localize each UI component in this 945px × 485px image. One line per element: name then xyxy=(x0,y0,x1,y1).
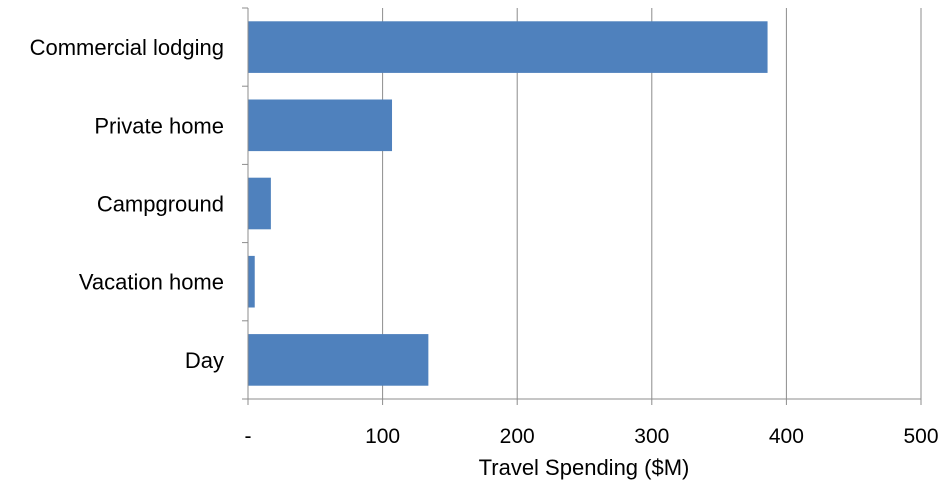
bar-day xyxy=(248,334,429,386)
x-tick-label-500: 500 xyxy=(903,425,938,448)
x-tick-label-100: 100 xyxy=(365,425,400,448)
x-tick-label-200: 200 xyxy=(500,425,535,448)
bar-private-home xyxy=(248,99,393,152)
category-label-commercial-lodging: Commercial lodging xyxy=(30,35,224,60)
bar-vacation-home xyxy=(248,255,255,308)
x-tick-label-400: 400 xyxy=(769,425,804,448)
category-label-day: Day xyxy=(185,348,224,373)
bar-commercial-lodging xyxy=(248,21,768,73)
bars xyxy=(248,21,768,386)
x-tick-label-0: - xyxy=(245,425,252,448)
gridlines xyxy=(382,8,922,399)
category-label-vacation-home: Vacation home xyxy=(79,270,224,295)
category-label-private-home: Private home xyxy=(94,113,224,138)
category-labels: Commercial lodging Private home Campground… xyxy=(30,35,224,373)
x-tick-labels: - 100 200 300 400 500 xyxy=(245,425,939,448)
category-label-campground: Campground xyxy=(97,192,224,217)
x-tick-label-300: 300 xyxy=(634,425,669,448)
axes xyxy=(242,7,922,405)
bar-campground xyxy=(248,177,271,230)
x-axis-title: Travel Spending ($M) xyxy=(479,455,690,480)
